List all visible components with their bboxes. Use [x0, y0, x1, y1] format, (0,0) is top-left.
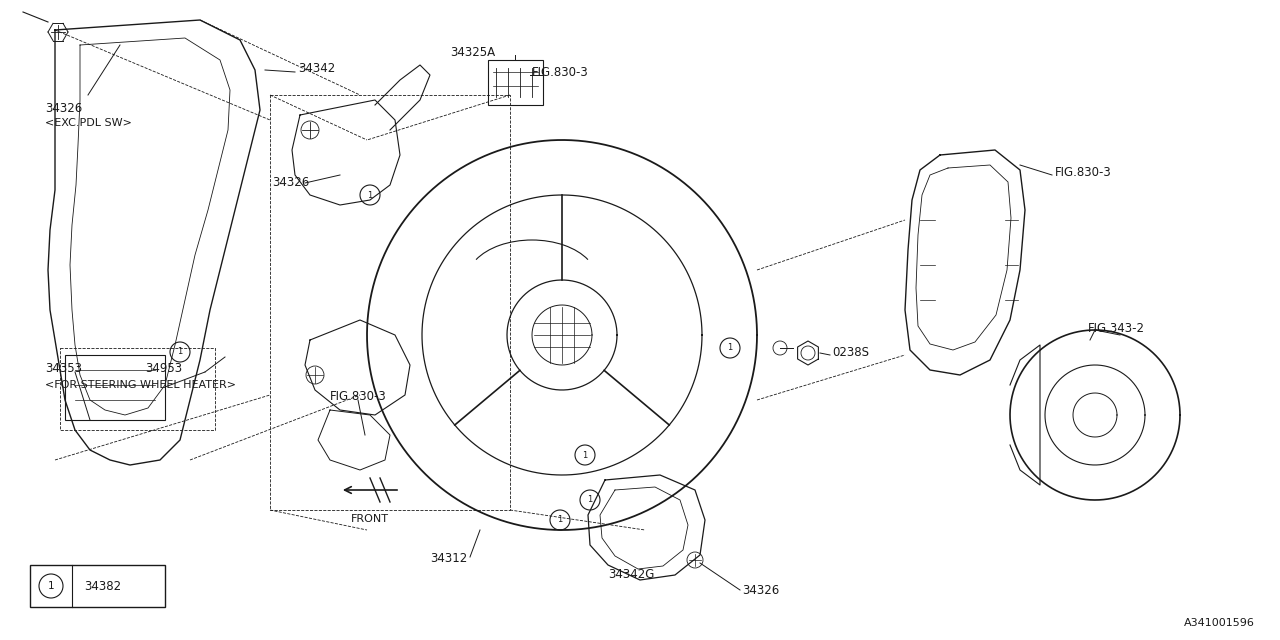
Text: 34312: 34312 [430, 552, 467, 564]
Text: 34325A: 34325A [451, 45, 495, 58]
Text: 0238S: 0238S [832, 346, 869, 360]
Text: 34342G: 34342G [608, 568, 654, 582]
Text: FIG.830-3: FIG.830-3 [532, 65, 589, 79]
Bar [488, 60, 543, 105]
Text: 34382: 34382 [84, 579, 122, 593]
Text: 34953: 34953 [145, 362, 182, 374]
Text: 34353: 34353 [45, 362, 82, 374]
Text: 34326: 34326 [742, 584, 780, 596]
Text: 1: 1 [178, 348, 183, 356]
Text: 1: 1 [367, 191, 372, 200]
Text: <FOR STEERING WHEEL HEATER>: <FOR STEERING WHEEL HEATER> [45, 380, 236, 390]
Text: 1: 1 [47, 581, 54, 591]
Text: FIG.830-3: FIG.830-3 [1055, 166, 1112, 179]
Text: FIG.343-2: FIG.343-2 [1088, 321, 1146, 335]
Text: 1: 1 [588, 495, 593, 504]
Bar [65, 355, 165, 420]
Text: 34326: 34326 [273, 177, 310, 189]
Text: FRONT: FRONT [351, 514, 389, 524]
Text: 34342: 34342 [298, 61, 335, 74]
Text: <EXC.PDL SW>: <EXC.PDL SW> [45, 118, 132, 128]
Text: FIG.830-3: FIG.830-3 [330, 390, 387, 403]
Text: A341001596: A341001596 [1184, 618, 1254, 628]
Text: 1: 1 [727, 344, 732, 353]
Text: 34326: 34326 [45, 102, 82, 115]
Text: 1: 1 [557, 515, 563, 525]
Bar [29, 565, 165, 607]
Text: 1: 1 [582, 451, 588, 460]
